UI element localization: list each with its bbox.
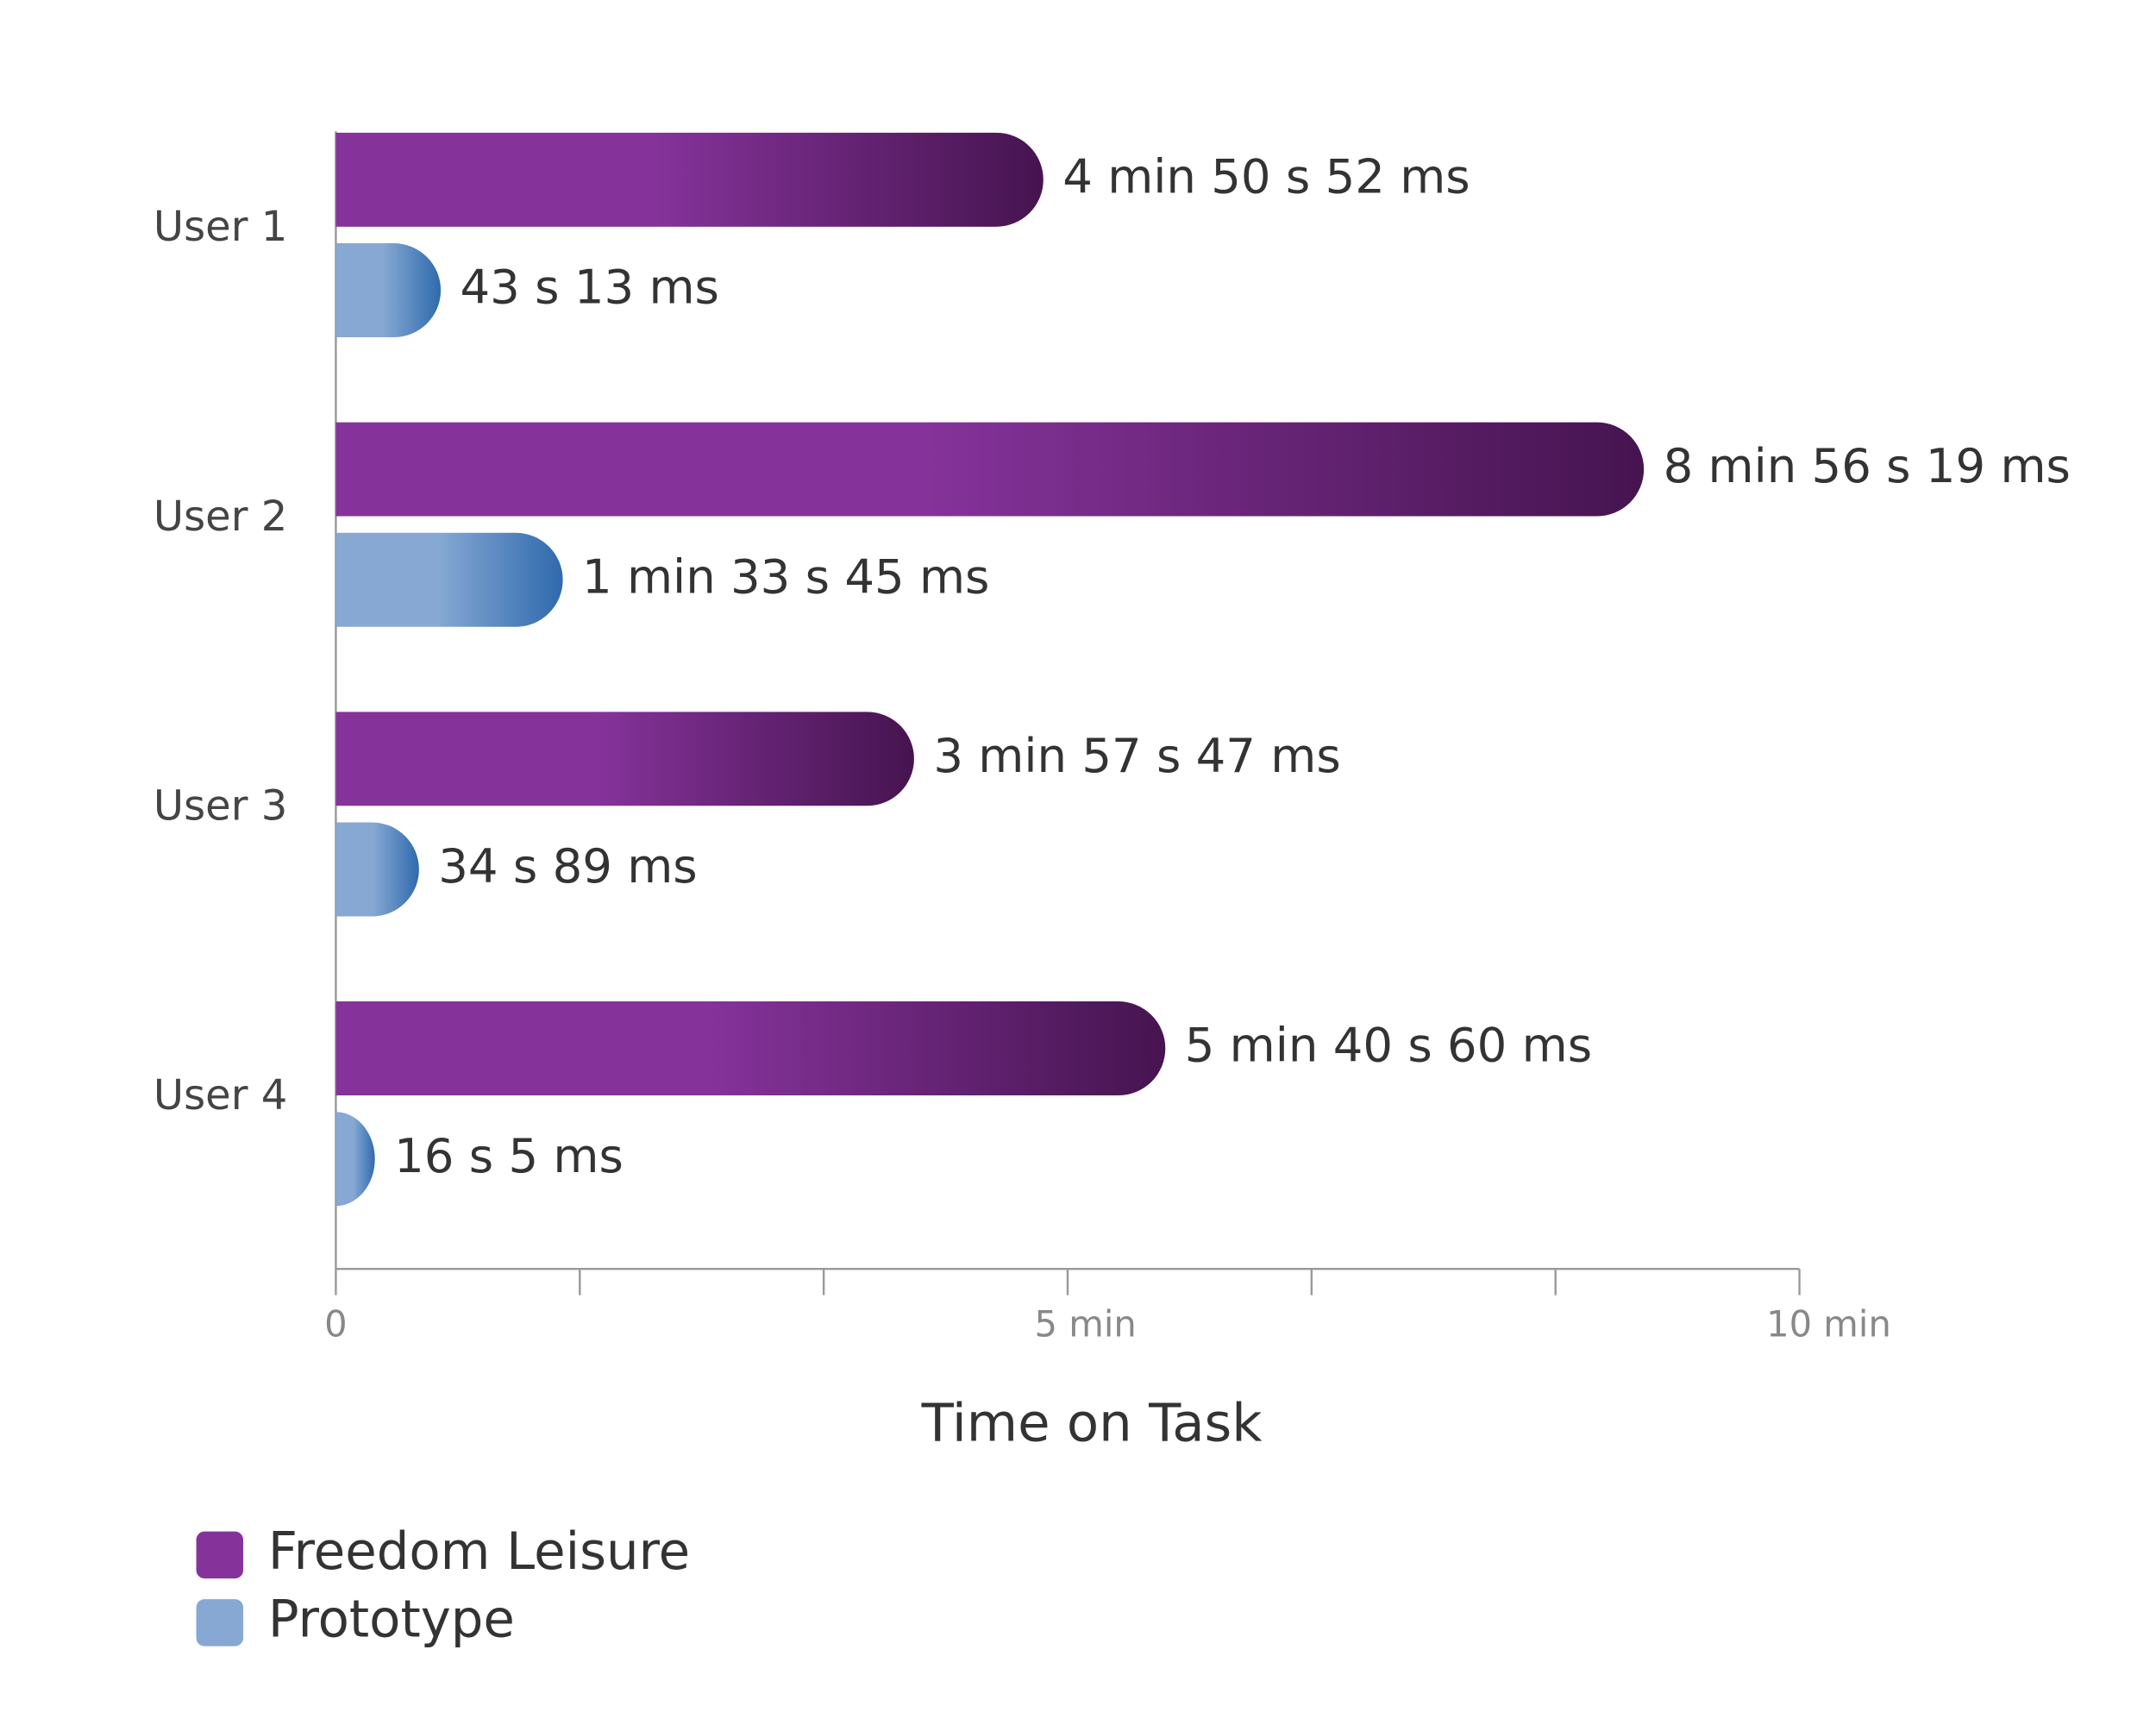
value-label: 34 s 89 ms — [438, 838, 697, 894]
bar — [335, 1001, 1166, 1096]
y-tick-label: User 3 — [154, 782, 287, 831]
x-tick-label: 5 min — [1035, 1302, 1137, 1345]
bar — [335, 1112, 375, 1207]
bar — [335, 422, 1645, 517]
value-label: 16 s 5 ms — [394, 1128, 624, 1183]
value-label: 4 min 50 s 52 ms — [1062, 148, 1470, 204]
x-tick-label: 0 — [324, 1302, 348, 1345]
x-axis-title: Time on Task — [921, 1392, 1263, 1453]
legend-swatch — [196, 1599, 244, 1647]
y-tick-label: User 4 — [154, 1071, 287, 1120]
bar — [335, 532, 563, 627]
value-label: 5 min 40 s 60 ms — [1185, 1018, 1592, 1073]
value-label: 8 min 56 s 19 ms — [1664, 438, 2071, 493]
bar — [335, 822, 419, 917]
value-label: 1 min 33 s 45 ms — [582, 549, 989, 604]
x-tick-label: 10 min — [1766, 1302, 1891, 1345]
legend-swatch — [196, 1531, 244, 1579]
value-label: 43 s 13 ms — [461, 260, 719, 315]
y-tick-label: User 2 — [154, 492, 287, 541]
y-tick-label: User 1 — [154, 203, 287, 251]
bar — [335, 712, 914, 806]
legend-label: Freedom Leisure — [268, 1521, 690, 1581]
legend-label: Prototype — [268, 1590, 515, 1649]
bar — [335, 132, 1044, 227]
value-label: 3 min 57 s 47 ms — [933, 728, 1340, 783]
bar — [335, 243, 442, 338]
